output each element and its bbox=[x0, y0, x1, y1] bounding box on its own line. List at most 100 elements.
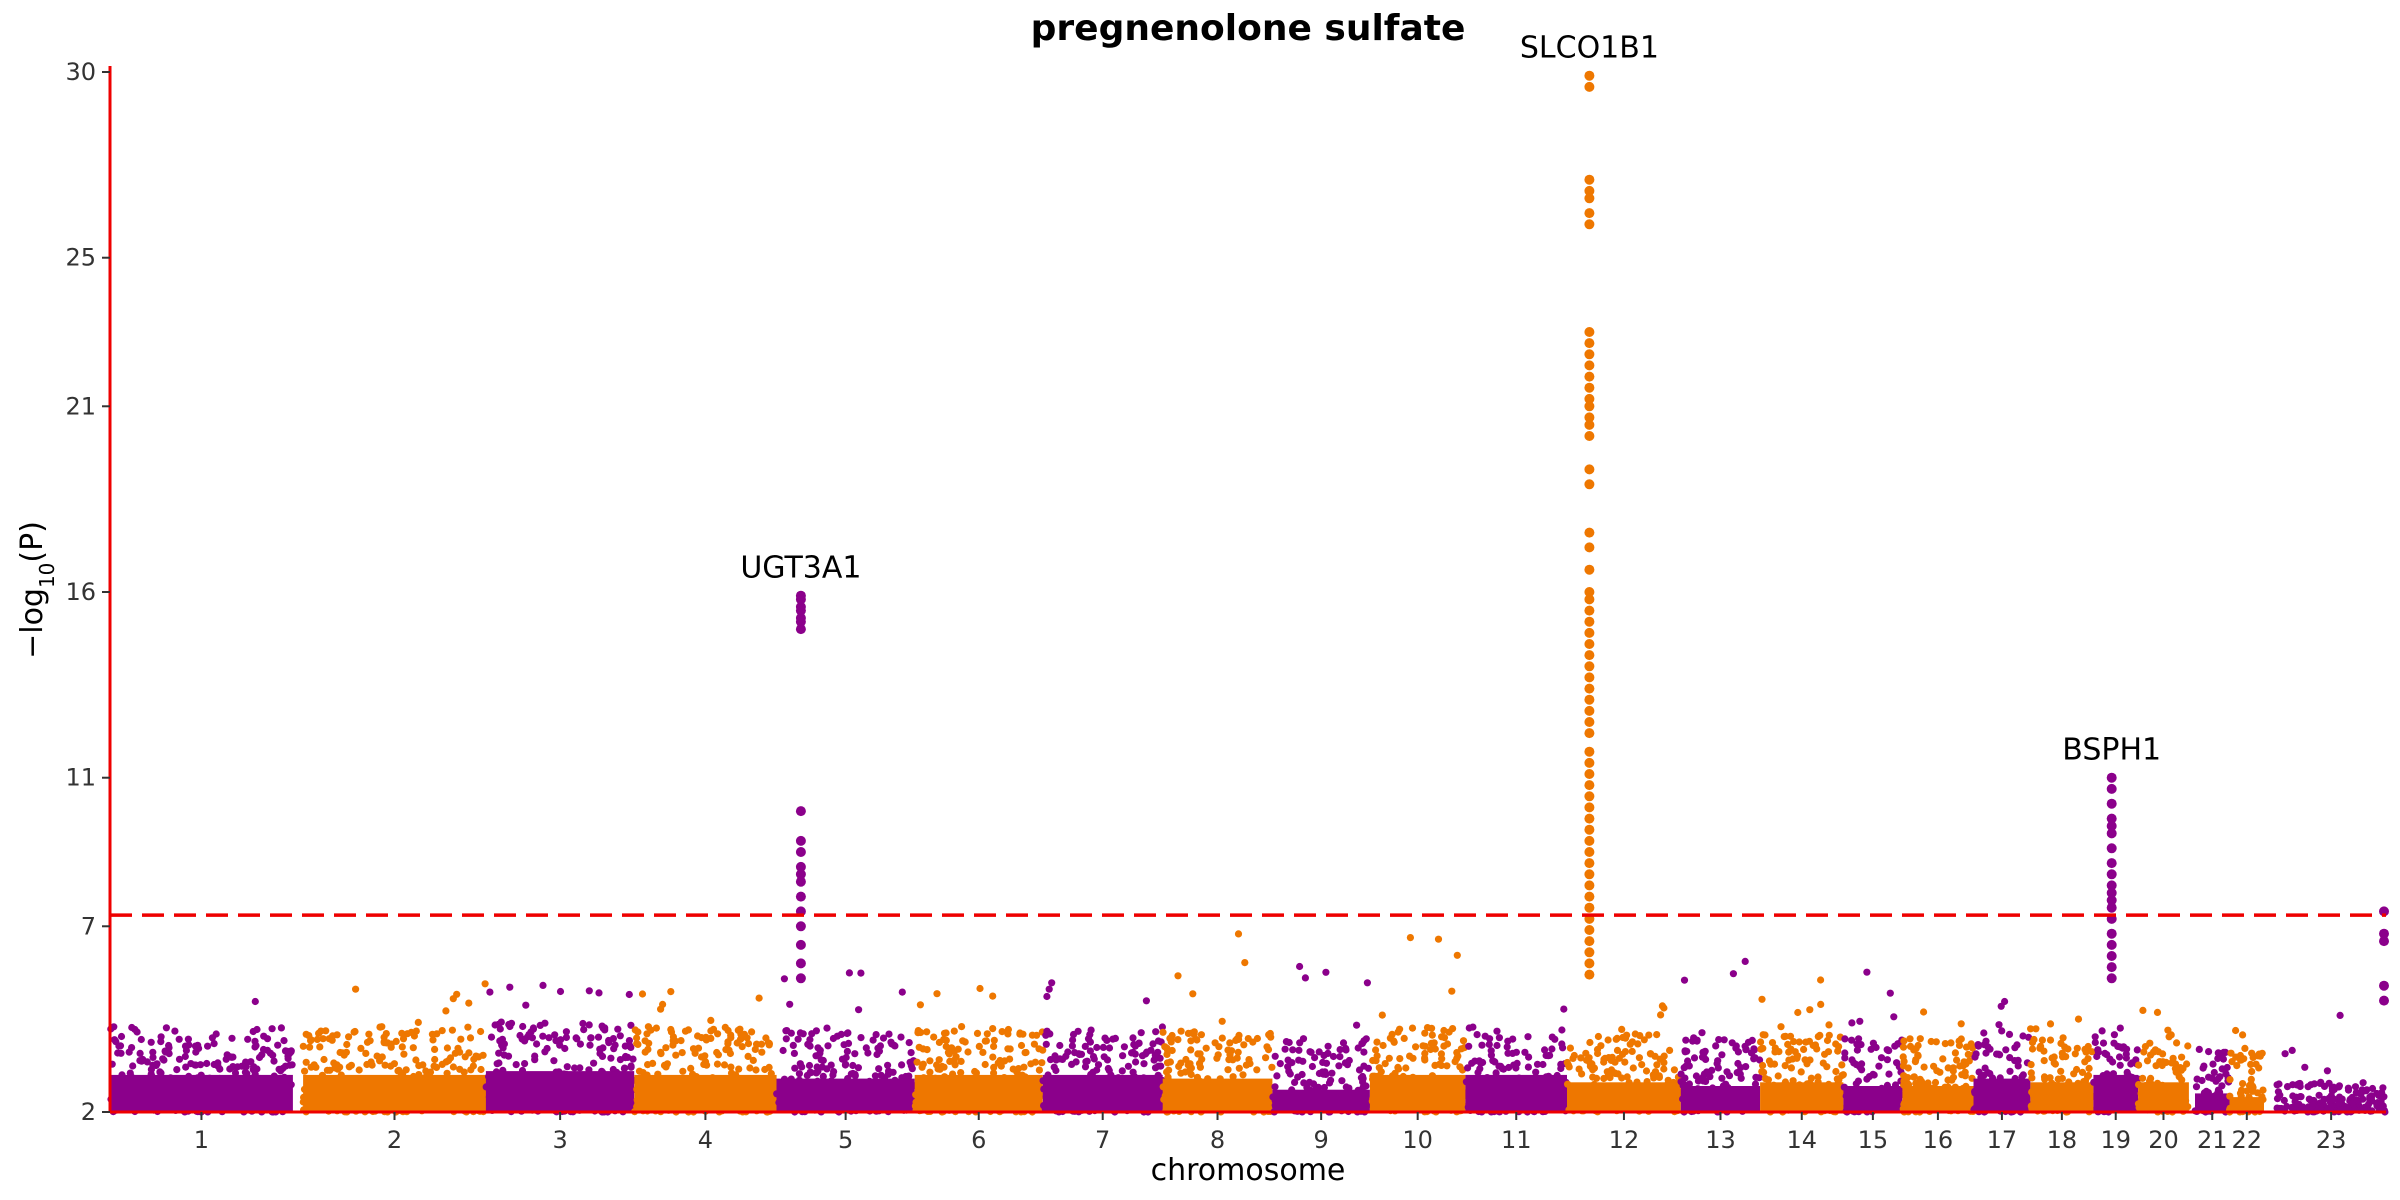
snp-point bbox=[755, 994, 763, 1002]
snp-point bbox=[1857, 1041, 1865, 1049]
x-axis-label: chromosome bbox=[1151, 1153, 1346, 1188]
snp-point bbox=[506, 1022, 514, 1031]
peak-point bbox=[2106, 858, 2117, 869]
x-tick-label: 4 bbox=[698, 1126, 713, 1154]
snp-point bbox=[2099, 1039, 2108, 1047]
snp-point bbox=[477, 1027, 485, 1036]
snp-point bbox=[2276, 1091, 2284, 1099]
snp-point bbox=[133, 1028, 141, 1036]
snp-point bbox=[1329, 1052, 1338, 1061]
snp-point bbox=[1560, 1005, 1568, 1013]
peak-point bbox=[1584, 728, 1595, 739]
snp-point bbox=[345, 1033, 353, 1041]
snp-point bbox=[1886, 989, 1894, 997]
snp-point bbox=[2050, 1059, 2058, 1067]
snp-point bbox=[713, 1060, 722, 1068]
snp-point bbox=[855, 1006, 863, 1014]
snp-point bbox=[958, 1023, 966, 1031]
snp-point bbox=[1419, 1042, 1427, 1050]
snp-point bbox=[1174, 1036, 1182, 1044]
snp-point bbox=[1593, 1045, 1602, 1054]
snp-point bbox=[1469, 1023, 1477, 1031]
snp-point bbox=[1339, 1039, 1348, 1047]
chromosome-band-14 bbox=[1760, 1082, 1844, 1112]
snp-point bbox=[398, 1043, 406, 1051]
snp-point bbox=[2074, 1015, 2083, 1023]
snp-point bbox=[1939, 1055, 1947, 1063]
peak-point bbox=[2379, 928, 2389, 939]
peak-point bbox=[1584, 791, 1595, 802]
snp-point bbox=[1658, 1002, 1666, 1010]
snp-point bbox=[2195, 1045, 2203, 1053]
snp-point bbox=[2259, 1086, 2267, 1094]
snp-point bbox=[252, 1042, 260, 1050]
peak-point bbox=[1584, 327, 1595, 337]
snp-point bbox=[129, 1062, 137, 1070]
snp-point bbox=[2288, 1046, 2296, 1054]
snp-point bbox=[1335, 1062, 1343, 1070]
snp-point bbox=[1311, 1054, 1319, 1062]
snp-point bbox=[740, 1030, 749, 1038]
snp-point bbox=[2178, 1076, 2186, 1084]
snp-point bbox=[1914, 1051, 1922, 1059]
snp-point bbox=[1759, 1061, 1767, 1070]
snp-point bbox=[1825, 1021, 1833, 1029]
snp-point bbox=[1093, 1043, 1101, 1052]
x-tick-label: 17 bbox=[1987, 1126, 2018, 1154]
snp-point bbox=[500, 1051, 508, 1059]
snp-point bbox=[1995, 1050, 2003, 1058]
snp-point bbox=[1081, 1063, 1090, 1071]
peak-point bbox=[1584, 858, 1595, 869]
snp-point bbox=[1493, 1027, 1501, 1035]
snp-point bbox=[2281, 1050, 2289, 1058]
snp-point bbox=[368, 1061, 376, 1069]
peak-point bbox=[1584, 627, 1595, 638]
snp-point bbox=[1912, 1079, 1920, 1088]
snp-point bbox=[808, 1030, 816, 1038]
snp-point bbox=[1319, 1058, 1327, 1066]
peak-point bbox=[795, 939, 806, 950]
snp-point bbox=[758, 1048, 766, 1056]
snp-point bbox=[1048, 979, 1056, 987]
chromosome-band-21 bbox=[2195, 1093, 2230, 1112]
peak-point bbox=[1584, 594, 1595, 605]
snp-point bbox=[667, 1025, 675, 1034]
snp-point bbox=[1558, 1026, 1566, 1034]
snp-point bbox=[1628, 1047, 1636, 1055]
snp-point bbox=[470, 1055, 478, 1063]
snp-point bbox=[948, 1044, 956, 1052]
snp-point bbox=[1353, 1021, 1361, 1029]
y-axis-label-subscript: 10 bbox=[35, 563, 59, 588]
peak-point bbox=[1584, 869, 1595, 880]
snp-point bbox=[667, 988, 675, 996]
snp-point bbox=[779, 1046, 787, 1055]
snp-point bbox=[400, 1050, 408, 1058]
snp-point bbox=[563, 1063, 571, 1071]
snp-point bbox=[1239, 1071, 1247, 1079]
snp-point bbox=[149, 1048, 157, 1056]
snp-point bbox=[798, 1063, 806, 1071]
y-tick-label: 16 bbox=[65, 578, 96, 606]
snp-point bbox=[1013, 1068, 1021, 1076]
peak-point bbox=[795, 861, 806, 872]
snp-point bbox=[1218, 1034, 1226, 1042]
peak-point bbox=[1584, 769, 1595, 779]
snp-point bbox=[1189, 990, 1197, 998]
snp-point bbox=[1369, 1056, 1377, 1065]
snp-point bbox=[843, 1029, 851, 1038]
snp-point bbox=[1218, 1017, 1226, 1025]
peak-point bbox=[1584, 70, 1595, 81]
snp-point bbox=[1083, 1057, 1091, 1065]
peak-point bbox=[1584, 412, 1595, 423]
snp-point bbox=[1043, 992, 1051, 1001]
snp-point bbox=[539, 981, 547, 990]
snp-point bbox=[1273, 1072, 1281, 1080]
snp-point bbox=[869, 1036, 877, 1044]
snp-point bbox=[701, 1052, 709, 1060]
snp-point bbox=[312, 1063, 320, 1071]
snp-point bbox=[1286, 1070, 1294, 1078]
snp-point bbox=[871, 1072, 880, 1080]
snp-point bbox=[363, 1038, 372, 1046]
snp-point bbox=[1378, 1011, 1386, 1019]
